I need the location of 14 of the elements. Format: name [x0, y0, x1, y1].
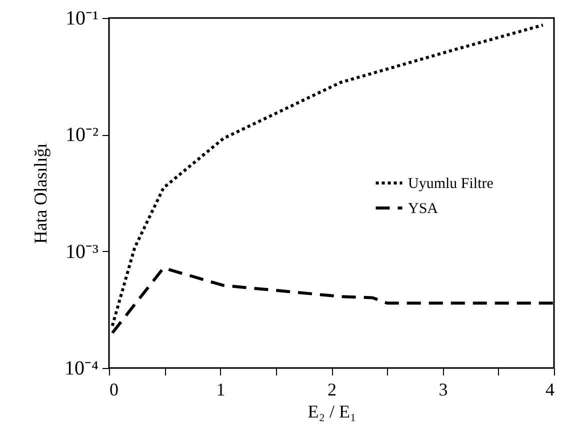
y-tick-label: 10⁻² [66, 124, 98, 146]
x-tick-label: 4 [546, 380, 554, 400]
x-tick-label: 2 [328, 380, 336, 400]
y-axis-title: Hata Olasılığı [30, 143, 51, 244]
x-tick-label: 0 [110, 380, 118, 400]
x-axis-title: E₂ / E₁ [308, 402, 356, 422]
line-series [110, 24, 544, 328]
legend-label: YSA [408, 201, 438, 217]
x-tick-label: 3 [438, 380, 448, 400]
legend-label: Uyumlu Filtre [408, 176, 494, 192]
x-tick-label: 1 [216, 380, 226, 400]
y-tick-label: 10⁻⁴ [64, 358, 99, 380]
y-tick-label: 10⁻³ [66, 240, 98, 263]
y-tick-label: 10⁻¹ [66, 8, 98, 30]
